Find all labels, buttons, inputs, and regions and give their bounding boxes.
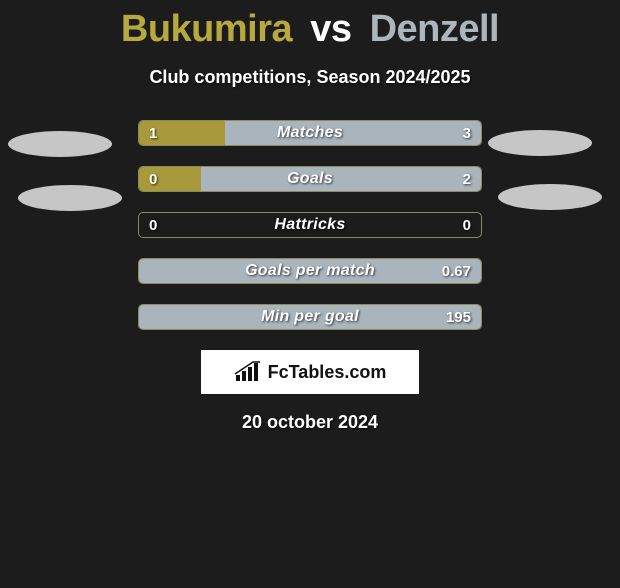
stat-row: Min per goal195 bbox=[138, 304, 482, 330]
stat-label: Goals per match bbox=[139, 259, 481, 283]
player1-name: Bukumira bbox=[121, 8, 292, 50]
stat-label: Min per goal bbox=[139, 305, 481, 329]
stat-row: 0Goals2 bbox=[138, 166, 482, 192]
player2-name: Denzell bbox=[370, 8, 500, 50]
comparison-chart: 1Matches30Goals20Hattricks0Goals per mat… bbox=[138, 120, 482, 330]
decorative-oval bbox=[18, 185, 122, 211]
stat-value-right: 3 bbox=[463, 121, 471, 145]
stat-value-right: 195 bbox=[446, 305, 471, 329]
subtitle: Club competitions, Season 2024/2025 bbox=[0, 67, 620, 88]
fctables-logo: FcTables.com bbox=[201, 350, 419, 394]
vs-label: vs bbox=[310, 8, 351, 50]
barchart-icon bbox=[234, 361, 262, 383]
stat-row: 1Matches3 bbox=[138, 120, 482, 146]
comparison-title: Bukumira vs Denzell bbox=[0, 8, 620, 51]
stat-label: Goals bbox=[139, 167, 481, 191]
stat-row: Goals per match0.67 bbox=[138, 258, 482, 284]
stat-label: Matches bbox=[139, 121, 481, 145]
logo-text: FcTables.com bbox=[268, 362, 387, 383]
stat-row: 0Hattricks0 bbox=[138, 212, 482, 238]
decorative-oval bbox=[8, 131, 112, 157]
decorative-oval bbox=[498, 184, 602, 210]
snapshot-date: 20 october 2024 bbox=[0, 412, 620, 433]
decorative-oval bbox=[488, 130, 592, 156]
stat-value-right: 0.67 bbox=[442, 259, 471, 283]
stat-value-right: 0 bbox=[463, 213, 471, 237]
stat-label: Hattricks bbox=[139, 213, 481, 237]
stat-value-right: 2 bbox=[463, 167, 471, 191]
